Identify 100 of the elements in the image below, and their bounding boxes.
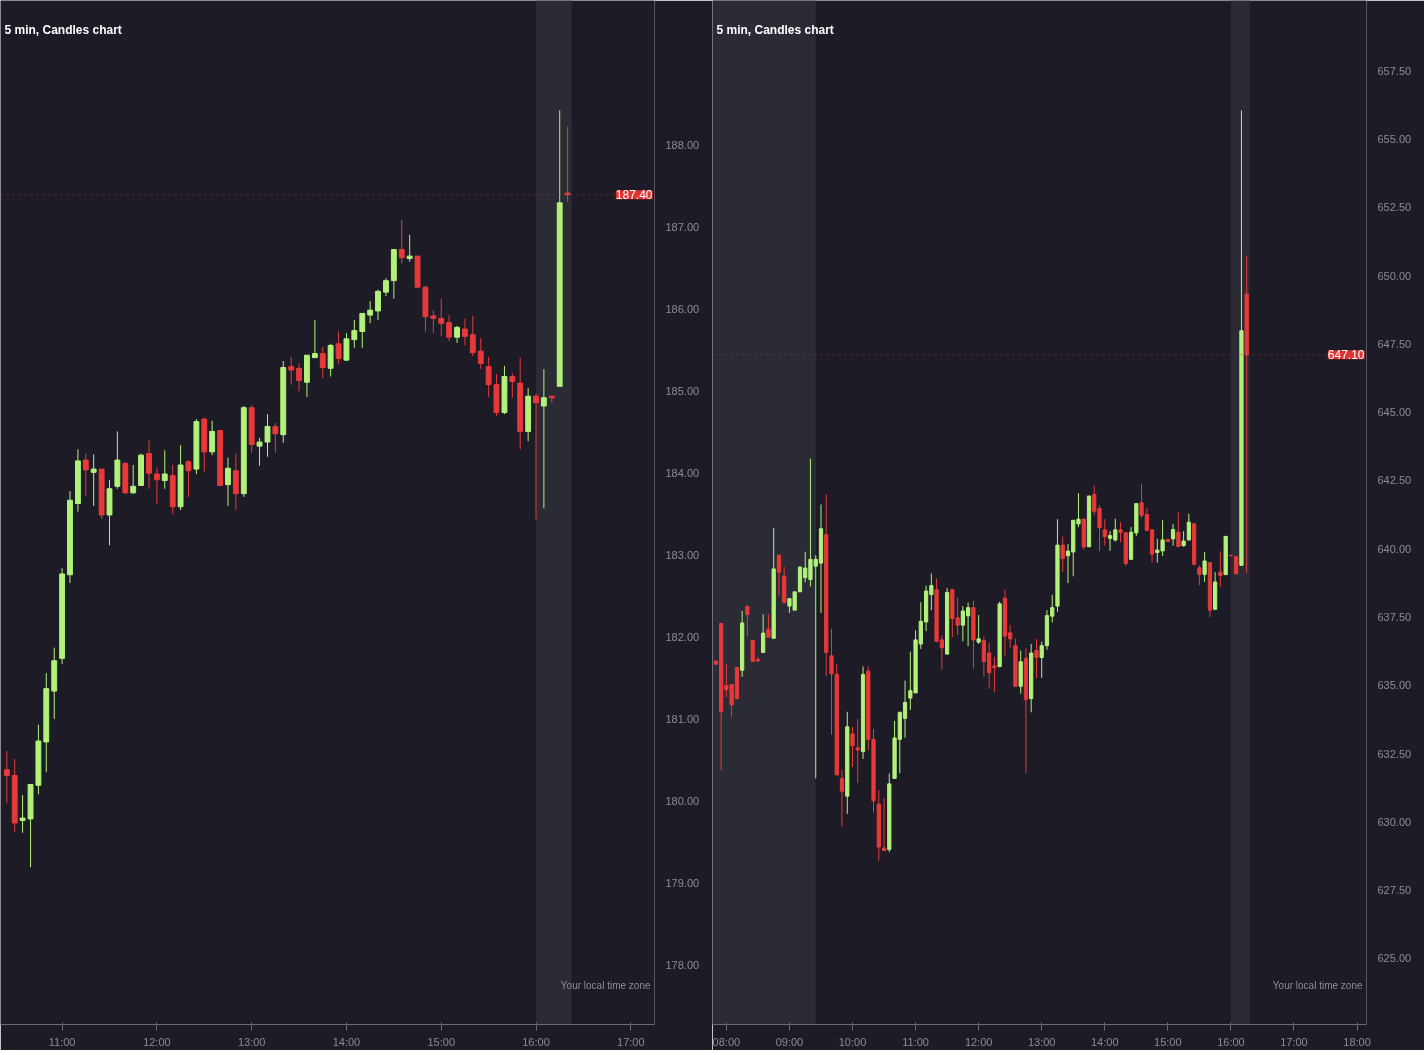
candlestick — [533, 393, 539, 521]
candlestick — [1176, 512, 1181, 548]
candlestick — [359, 312, 366, 349]
candlestick — [509, 372, 516, 399]
ref-line-label: 647.10 — [1327, 348, 1365, 363]
x-tick-label: 14:00 — [332, 1035, 361, 1048]
candlestick — [1102, 518, 1107, 547]
candlestick — [850, 726, 855, 768]
x-tick-label: 16:00 — [522, 1035, 550, 1048]
candlestick — [209, 420, 216, 456]
candlestick — [881, 797, 887, 852]
y-tick-label: 647.50 — [1377, 337, 1412, 350]
candlestick — [406, 234, 413, 263]
candlestick — [311, 319, 318, 359]
y-tick-label: 650.00 — [1377, 269, 1412, 282]
candlestick — [446, 314, 453, 342]
y-tick-label: 188.00 — [665, 139, 700, 152]
y-tick-label: 186.00 — [665, 303, 700, 316]
candlestick — [829, 628, 834, 736]
candlestick — [146, 439, 152, 490]
x-tick-label: 17:00 — [617, 1035, 645, 1048]
x-tick-label: 12:00 — [143, 1035, 171, 1048]
candlestick — [540, 368, 547, 509]
candlestick — [3, 750, 10, 804]
candlestick — [288, 356, 295, 386]
candlestick — [367, 300, 374, 324]
y-tick-label: 184.00 — [665, 467, 700, 480]
candlestick — [1197, 564, 1202, 586]
candlestick — [383, 277, 389, 297]
candlestick — [1170, 523, 1176, 547]
candlestick — [902, 680, 908, 739]
ref-line-label: 187.40 — [615, 188, 653, 203]
y-tick-label: 645.00 — [1377, 406, 1412, 419]
candlestick — [438, 298, 445, 337]
candlestick — [1034, 638, 1039, 679]
candlestick — [965, 602, 971, 647]
y-tick-label: 180.00 — [665, 794, 700, 807]
y-tick-label: 178.00 — [665, 958, 700, 971]
y-tick-label: 655.00 — [1377, 132, 1412, 145]
y-tick-label: 182.00 — [665, 631, 700, 644]
x-tick-label: 16:00 — [1217, 1035, 1245, 1048]
y-tick-label: 657.50 — [1377, 64, 1412, 77]
candlestick — [761, 613, 766, 653]
text: 5 min, Candles chart — [716, 22, 834, 37]
candlestick — [153, 466, 160, 505]
x-tick-label: 15:00 — [1154, 1035, 1182, 1048]
candlestick — [272, 422, 279, 454]
y-tick-label: 637.50 — [1377, 610, 1412, 623]
y-tick-label: 642.50 — [1377, 474, 1412, 487]
y-tick-label: 635.00 — [1377, 679, 1412, 692]
candlestick — [232, 453, 239, 511]
candlestick — [296, 362, 302, 392]
candlestick — [564, 126, 571, 203]
y-tick-label: 181.00 — [665, 712, 700, 725]
candlestick — [430, 309, 437, 334]
x-tick-label: 17:00 — [1280, 1035, 1308, 1048]
candlestick — [839, 769, 845, 828]
y-tick-label: 183.00 — [665, 549, 700, 562]
y-tick-label: 185.00 — [665, 385, 700, 398]
x-tick-label: 09:00 — [775, 1035, 804, 1048]
candlestick — [319, 346, 326, 379]
candlestick — [375, 289, 381, 321]
x-tick-label: 11:00 — [902, 1035, 929, 1048]
x-tick-label: 11:00 — [48, 1035, 76, 1048]
y-tick-label: 187.00 — [665, 221, 700, 234]
candlestick — [776, 554, 782, 596]
candlestick — [225, 457, 231, 507]
x-tick-label: 14:00 — [1091, 1035, 1119, 1048]
x-tick-label: 13:00 — [237, 1035, 266, 1048]
y-tick-label: 652.50 — [1377, 201, 1412, 214]
x-tick-label: 13:00 — [1027, 1035, 1056, 1048]
x-tick-label: 18:00 — [1343, 1035, 1371, 1048]
candlestick — [469, 315, 476, 357]
candlestick — [477, 337, 484, 370]
candlestick — [485, 356, 492, 398]
x-tick-label: 10:00 — [838, 1035, 867, 1048]
candlestick — [1060, 536, 1065, 573]
y-tick-label: 179.00 — [665, 876, 700, 889]
candlestick — [976, 614, 981, 645]
y-tick-label: 632.50 — [1377, 747, 1412, 760]
candlestick — [398, 219, 405, 264]
x-tick-label: 15:00 — [427, 1035, 456, 1048]
y-tick-label: 640.00 — [1377, 542, 1412, 555]
candlestick — [1186, 513, 1191, 541]
candlestick — [1218, 550, 1223, 588]
x-tick-label: 08:00 — [712, 1035, 741, 1048]
candlestick — [1202, 551, 1207, 583]
annotation: Your local time zone — [1272, 979, 1363, 991]
candlestick — [327, 343, 334, 378]
candlestick — [130, 464, 137, 495]
y-tick-label: 627.50 — [1377, 884, 1412, 897]
candlestick — [256, 437, 263, 467]
candlestick — [161, 449, 168, 490]
y-tick-label: 625.00 — [1377, 952, 1412, 965]
candlestick — [335, 330, 342, 365]
text: 5 min, Candles chart — [4, 22, 122, 37]
candlestick — [855, 718, 860, 784]
candlestick — [185, 459, 192, 498]
candlestick — [82, 453, 89, 497]
candlestick — [264, 413, 271, 458]
